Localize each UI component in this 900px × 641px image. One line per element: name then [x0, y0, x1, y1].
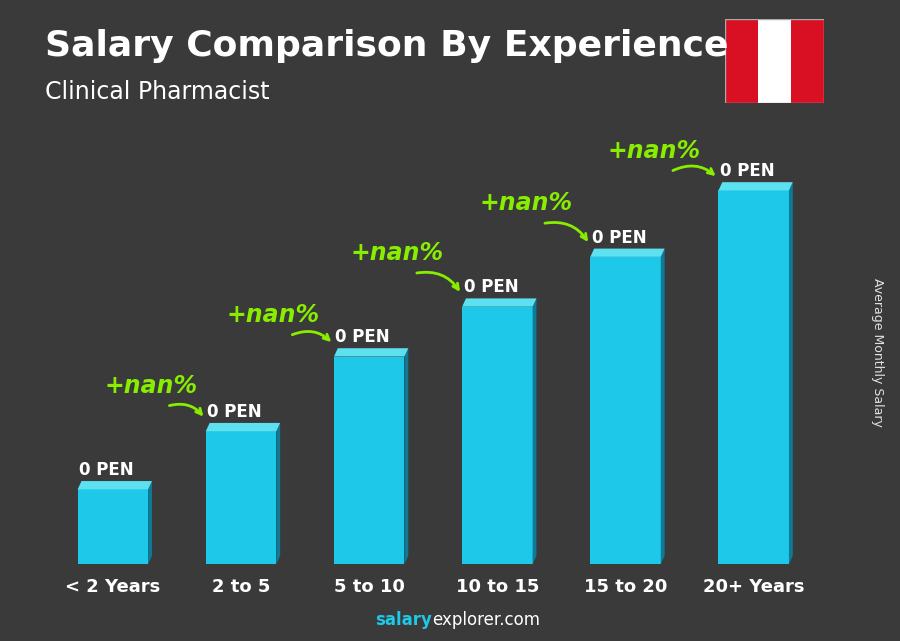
Text: +nan%: +nan% [479, 192, 572, 215]
Polygon shape [404, 348, 409, 564]
Text: +nan%: +nan% [351, 241, 444, 265]
Text: Salary Comparison By Experience: Salary Comparison By Experience [45, 29, 728, 63]
Text: +nan%: +nan% [227, 303, 320, 328]
Polygon shape [661, 249, 664, 564]
Bar [462, 306, 533, 564]
Polygon shape [718, 182, 793, 190]
Text: salary: salary [375, 612, 432, 629]
Text: explorer.com: explorer.com [432, 612, 540, 629]
Text: +nan%: +nan% [608, 140, 700, 163]
Polygon shape [334, 348, 409, 356]
Text: 0 PEN: 0 PEN [464, 278, 518, 296]
Bar [206, 431, 276, 564]
Bar [724, 19, 758, 103]
Text: 0 PEN: 0 PEN [336, 328, 390, 346]
Text: 0 PEN: 0 PEN [79, 461, 134, 479]
Polygon shape [77, 481, 152, 489]
Text: 0 PEN: 0 PEN [207, 403, 262, 421]
Text: Clinical Pharmacist: Clinical Pharmacist [45, 80, 270, 104]
Polygon shape [789, 182, 793, 564]
Polygon shape [533, 299, 536, 564]
Bar [758, 19, 790, 103]
Text: Average Monthly Salary: Average Monthly Salary [871, 278, 884, 427]
Polygon shape [590, 249, 664, 257]
Text: 0 PEN: 0 PEN [592, 228, 646, 247]
Bar [590, 257, 661, 564]
Text: +nan%: +nan% [104, 374, 198, 398]
Bar [718, 190, 789, 564]
Bar [77, 489, 148, 564]
Bar [790, 19, 824, 103]
Polygon shape [276, 423, 280, 564]
Polygon shape [462, 299, 536, 306]
Bar [334, 356, 404, 564]
Text: 0 PEN: 0 PEN [720, 162, 775, 180]
Polygon shape [148, 481, 152, 564]
Polygon shape [206, 423, 280, 431]
